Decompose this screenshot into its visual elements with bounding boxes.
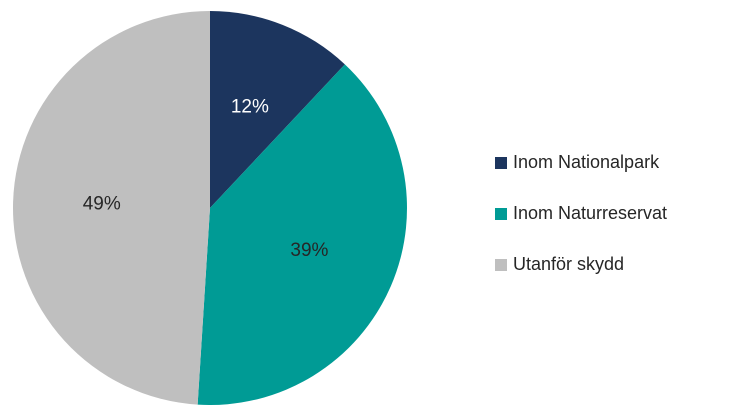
slice-label: 12% [231, 96, 269, 117]
pie: 12% 39% 49% [13, 11, 407, 405]
legend-label: Inom Nationalpark [513, 152, 660, 172]
slice-label: 49% [83, 194, 121, 215]
pie-slice [197, 64, 407, 405]
slice-label: 39% [290, 240, 328, 261]
legend-swatch [495, 157, 507, 169]
legend-swatch [495, 208, 507, 220]
legend-label: Utanför skydd [513, 254, 624, 274]
pie-slice [210, 11, 345, 208]
legend: Inom Nationalpark Inom Naturreservat Utanf… [495, 152, 667, 274]
legend-swatch [495, 259, 507, 271]
legend-label: Inom Naturreservat [513, 203, 667, 223]
pie-slice [13, 11, 210, 405]
